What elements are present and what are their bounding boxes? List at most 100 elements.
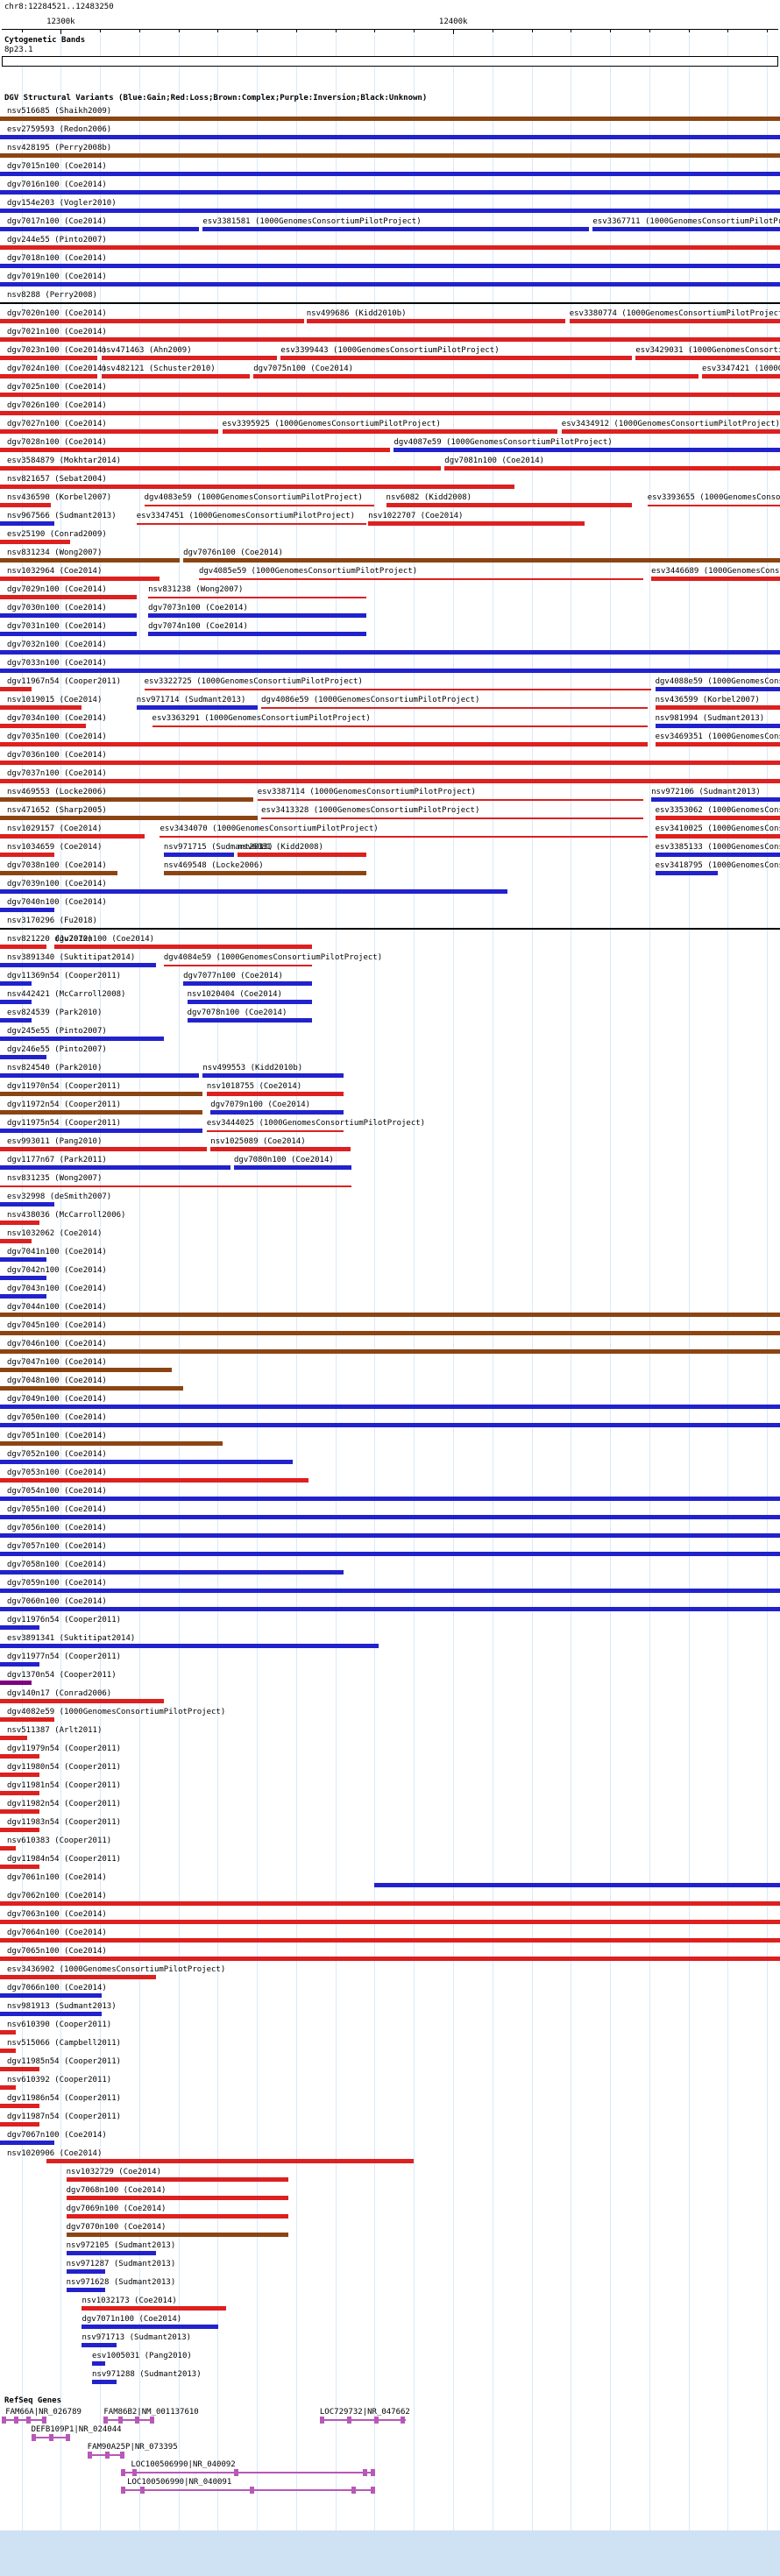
variant-label[interactable]: dgv11976n54 (Cooper2011) [7, 1616, 122, 1624]
variant-bar[interactable] [187, 1000, 312, 1004]
variant-bar[interactable] [394, 448, 780, 452]
variant-label[interactable]: nsv1032964 (Coe2014) [7, 567, 103, 576]
variant-bar[interactable] [655, 687, 780, 691]
variant-bar[interactable] [0, 632, 137, 636]
coordinate-ruler[interactable]: 12300k 12400k [0, 12, 780, 35]
variant-label[interactable]: dgv7018n100 (Coe2014) [7, 254, 107, 263]
variant-label[interactable]: dgv7078n100 (Coe2014) [187, 1008, 287, 1017]
variant-label[interactable]: nsv610390 (Cooper2011) [7, 2020, 112, 2029]
variant-label[interactable]: dgv7037n100 (Coe2014) [7, 769, 107, 778]
variant-label[interactable]: dgv4082e59 (1000GenomesConsortiumPilotPr… [7, 1708, 226, 1716]
gene-label[interactable]: LOC729732|NR_047662 [319, 2408, 410, 2417]
gene-exon[interactable] [351, 2487, 356, 2494]
variant-bar[interactable] [0, 981, 32, 986]
variant-label[interactable]: nsv1032173 (Coe2014) [82, 2296, 177, 2305]
variant-bar[interactable] [0, 1975, 156, 1979]
variant-bar[interactable] [0, 1589, 780, 1593]
variant-bar[interactable] [202, 227, 589, 231]
variant-bar[interactable] [655, 724, 780, 728]
variant-bar[interactable] [0, 2141, 55, 2145]
variant-bar[interactable] [0, 153, 780, 158]
variant-label[interactable]: dgv7052n100 (Coe2014) [7, 1450, 107, 1459]
variant-bar[interactable] [0, 871, 117, 875]
variant-bar[interactable] [655, 853, 780, 857]
variant-bar[interactable] [561, 429, 780, 434]
variant-bar[interactable] [0, 1717, 55, 1722]
variant-bar[interactable] [0, 466, 441, 471]
variant-bar[interactable] [0, 1165, 230, 1170]
variant-label[interactable]: dgv7019n100 (Coe2014) [7, 272, 107, 281]
variant-bar[interactable] [101, 356, 277, 360]
variant-bar[interactable] [136, 523, 367, 525]
variant-label[interactable]: nsv831238 (Wong2007) [148, 585, 244, 594]
variant-label[interactable]: dgv7036n100 (Coe2014) [7, 751, 107, 760]
variant-label[interactable]: dgv7028n100 (Coe2014) [7, 438, 107, 447]
gene-intron-line[interactable] [120, 2472, 375, 2473]
variant-bar[interactable] [82, 2343, 117, 2347]
variant-bar[interactable] [0, 429, 219, 434]
gene-intron-line[interactable] [103, 2419, 155, 2421]
variant-bar[interactable] [163, 871, 367, 875]
variant-label[interactable]: dgv7044n100 (Coe2014) [7, 1303, 107, 1312]
variant-bar[interactable] [0, 963, 156, 967]
variant-label[interactable]: nsv1019015 (Coe2014) [7, 696, 103, 704]
gene-exon[interactable] [134, 2417, 139, 2424]
variant-label[interactable]: nsv610392 (Cooper2011) [7, 2076, 112, 2084]
variant-bar[interactable] [0, 1147, 207, 1151]
variant-label[interactable]: nsv971714 (Sudmant2013) [136, 696, 246, 704]
variant-bar[interactable] [0, 190, 780, 195]
variant-bar[interactable] [0, 1736, 28, 1740]
gene-exon[interactable] [370, 2487, 375, 2494]
gene-exon[interactable] [362, 2469, 367, 2476]
gene-exon[interactable] [49, 2434, 54, 2441]
variant-bar[interactable] [0, 1110, 203, 1115]
variant-bar[interactable] [0, 356, 98, 360]
variant-label[interactable]: esv3444025 (1000GenomesConsortiumPilotPr… [206, 1119, 426, 1128]
variant-bar[interactable] [0, 1386, 184, 1391]
variant-bar[interactable] [0, 1773, 39, 1777]
gene-exon[interactable] [120, 2469, 125, 2476]
variant-bar[interactable] [0, 1073, 199, 1078]
variant-label[interactable]: nsv1034659 (Coe2014) [7, 843, 103, 852]
variant-label[interactable]: nsv6081 (Kidd2008) [238, 843, 323, 852]
variant-bar[interactable] [0, 2067, 39, 2071]
variant-label[interactable]: dgv7071n100 (Coe2014) [82, 2315, 182, 2324]
variant-label[interactable]: esv1005031 (Pang2010) [92, 2352, 192, 2360]
variant-label[interactable]: dgv11967n54 (Cooper2011) [7, 677, 122, 686]
variant-label[interactable]: dgv7040n100 (Coe2014) [7, 898, 107, 907]
variant-label[interactable]: dgv4084e59 (1000GenomesConsortiumPilotPr… [163, 953, 383, 962]
variant-bar[interactable] [0, 834, 145, 839]
variant-bar[interactable] [0, 1037, 164, 1041]
variant-bar[interactable] [0, 2049, 16, 2053]
variant-label[interactable]: dgv7045n100 (Coe2014) [7, 1321, 107, 1330]
variant-bar[interactable] [0, 816, 258, 820]
variant-bar[interactable] [66, 2269, 106, 2274]
variant-bar[interactable] [0, 1828, 39, 1832]
variant-label[interactable]: dgv7048n100 (Coe2014) [7, 1376, 107, 1385]
variant-label[interactable]: nsv971288 (Sudmant2013) [92, 2370, 202, 2379]
variant-label[interactable]: dgv7064n100 (Coe2014) [7, 1928, 107, 1937]
variant-bar[interactable] [82, 2306, 227, 2311]
variant-label[interactable]: nsv1018755 (Coe2014) [206, 1082, 302, 1091]
variant-label[interactable]: nsv428195 (Perry2008b) [7, 144, 112, 152]
gene-exon[interactable] [132, 2469, 138, 2476]
gene-label[interactable]: FAM86B2|NM_001137610 [103, 2408, 199, 2417]
variant-bar[interactable] [0, 393, 780, 397]
variant-bar[interactable] [0, 1055, 47, 1059]
variant-label[interactable]: nsv442421 (McCarroll2008) [7, 990, 126, 999]
variant-label[interactable]: nsv1025089 (Coe2014) [210, 1137, 306, 1146]
variant-bar[interactable] [592, 227, 780, 231]
variant-label[interactable]: dgv7038n100 (Coe2014) [7, 861, 107, 870]
variant-bar[interactable] [0, 889, 507, 894]
gene-label[interactable]: FAM90A25P|NR_073395 [87, 2443, 178, 2452]
variant-bar[interactable] [0, 1276, 47, 1280]
variant-bar[interactable] [569, 319, 780, 323]
variant-label[interactable]: dgv140n17 (Conrad2006) [7, 1689, 112, 1698]
variant-label[interactable]: dgv7029n100 (Coe2014) [7, 585, 107, 594]
variant-bar[interactable] [368, 521, 585, 526]
variant-bar[interactable] [0, 1000, 32, 1004]
variant-label[interactable]: esv3367711 (1000GenomesConsortiumPilotPr… [592, 217, 780, 226]
variant-label[interactable]: esv993011 (Pang2010) [7, 1137, 103, 1146]
gene-label[interactable]: LOC100506990|NR_040092 [131, 2460, 236, 2469]
variant-bar[interactable] [702, 374, 780, 379]
